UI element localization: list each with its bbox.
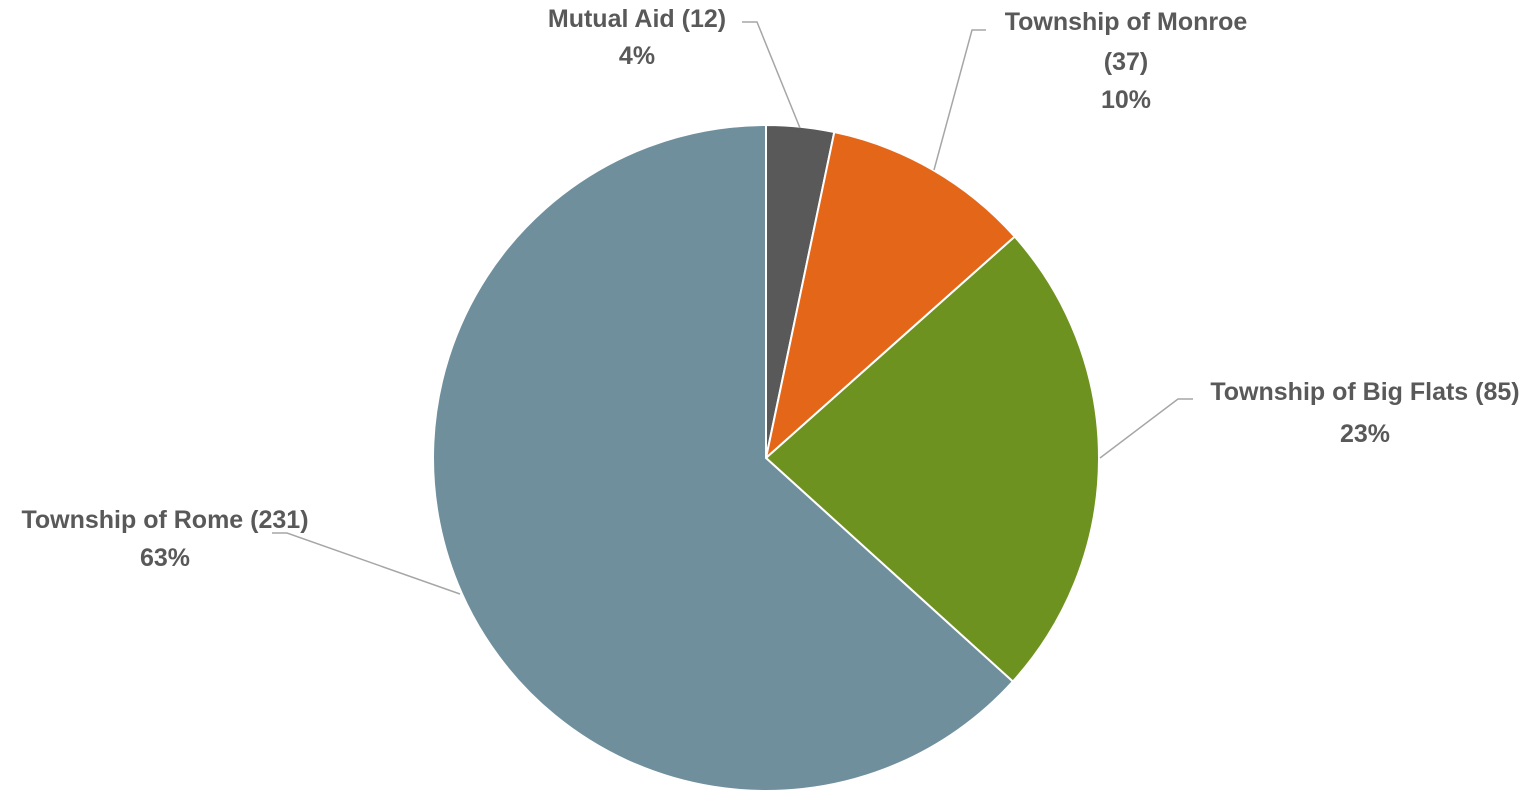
label-monroe-percent: 10% — [1101, 86, 1151, 114]
label-monroe-count: (37) — [1104, 48, 1148, 76]
pie-slice-township-of-monroe — [764, 130, 1017, 461]
label-big-flats-name: Township of Big Flats (85) — [1210, 378, 1519, 406]
label-mutual-aid-name: Mutual Aid (12) — [548, 5, 726, 33]
leader-line-mutual-aid — [742, 21, 801, 129]
leader-line-rome — [272, 532, 461, 595]
label-mutual-aid-percent: 4% — [619, 42, 655, 70]
data-labels: Mutual Aid (12) 4% Township of Monroe (3… — [21, 5, 1519, 572]
label-big-flats-percent: 23% — [1340, 420, 1390, 448]
pie-slice-township-of-rome — [432, 123, 1015, 792]
leader-line-big-flats — [1099, 398, 1193, 459]
label-rome-percent: 63% — [140, 544, 190, 572]
pie-slices — [432, 123, 1100, 792]
leader-line-monroe — [933, 29, 986, 171]
leader-lines — [272, 21, 1193, 595]
pie-slice-township-of-big-flats — [764, 235, 1100, 683]
label-rome-name: Township of Rome (231) — [21, 506, 308, 534]
label-monroe-name: Township of Monroe — [1005, 8, 1248, 36]
